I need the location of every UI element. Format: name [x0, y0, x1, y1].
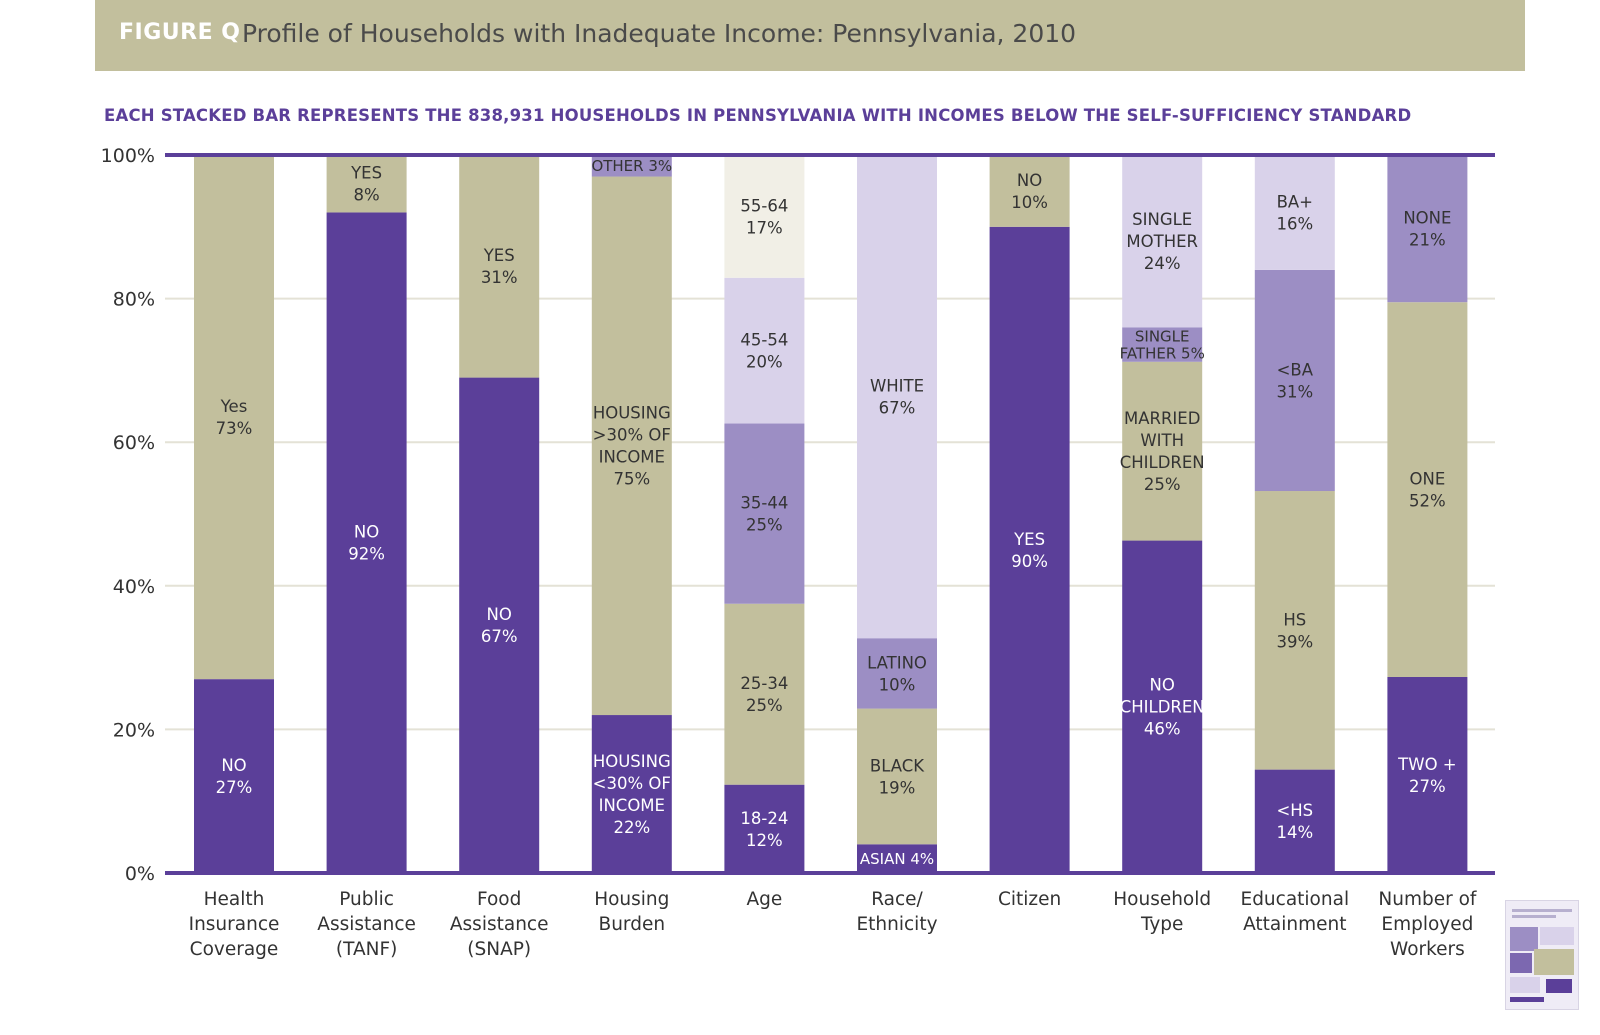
bar-2-segment-1: [459, 155, 540, 378]
bar-1: NO 92% YES 8%: [326, 155, 407, 873]
x-tick-label-9: Number of Employed Workers: [1378, 889, 1477, 960]
bar-9: TWO +27% ONE 52% NONE 21%: [1387, 155, 1468, 873]
bar-5-segment-0: [857, 844, 937, 873]
bar-7-segment-1-label: MARRIED WITH CHILDREN 25%: [1120, 409, 1205, 494]
y-tick-label-20: 20%: [113, 719, 155, 741]
x-tick-label-6: Citizen: [998, 889, 1061, 910]
bar-2-segment-0-label: NO 67%: [481, 605, 518, 646]
bar-7-segment-3: [1122, 155, 1203, 328]
bar-5-segment-1: [857, 708, 937, 845]
y-tick-label-60: 60%: [113, 432, 155, 454]
bar-8-segment-2: [1254, 269, 1335, 492]
y-tick-label-40: 40%: [113, 576, 155, 598]
figure-header: FIGURE Q Profile of Households with Inad…: [95, 0, 1525, 71]
bar-1-segment-0-label: NO 92%: [348, 523, 385, 564]
bar-9-segment-0-label: TWO +27%: [1397, 755, 1456, 796]
bar-4-segment-0-label: 18-24 12%: [740, 809, 788, 850]
bar-0: NO 27% Yes 73%: [194, 155, 274, 873]
bar-2-segment-0: [459, 377, 540, 873]
bar-4-segment-3: [724, 277, 805, 424]
bar-7: NO CHILDREN 46% MARRIED WITH CHILDREN 25% SINGL…: [1120, 155, 1205, 873]
bar-7-segment-0-label: NO CHILDREN 46%: [1120, 676, 1205, 739]
bar-8-segment-0-label: <HS 14%: [1276, 801, 1313, 842]
bar-5-segment-3-label: WHITE 67%: [870, 377, 924, 418]
bar-8-segment-1: [1254, 491, 1335, 770]
y-tick-label-100: 100%: [101, 145, 155, 167]
bar-0-segment-1: [194, 155, 274, 680]
bar-5-segment-2: [857, 638, 937, 709]
bar-9-segment-1-label: ONE 52%: [1409, 470, 1446, 511]
axis-lines: [165, 153, 1495, 875]
bar-4-segment-3-label: 45-54 20%: [740, 331, 788, 372]
bar-4-segment-4: [724, 155, 805, 278]
y-tick-label-0: 0%: [125, 863, 155, 885]
bar-8-segment-0: [1254, 769, 1335, 873]
bar-0-segment-0: [194, 679, 274, 873]
figure-label: FIGURE Q: [119, 20, 241, 45]
bar-1-segment-1-label: YES 8%: [350, 164, 382, 205]
report-cover-thumbnail: [1505, 900, 1579, 1010]
bar-8-segment-1-label: HS 39%: [1276, 610, 1313, 651]
bar-7-segment-3-label: SINGLE MOTHER 24%: [1126, 210, 1198, 273]
bar-9-segment-1: [1387, 302, 1468, 677]
bar-4-segment-0: [724, 784, 805, 873]
x-axis-labels: Health Insurance Coverage Public Assistance(…: [189, 889, 1477, 960]
bar-4: 18-24 12% 25-34 25% 35-44 25% 45-54 20% 55-64 17%: [724, 155, 805, 873]
x-tick-label-4: Age: [747, 889, 783, 910]
bar-6-segment-0-label: YES 90%: [1011, 530, 1048, 571]
bar-0-segment-1-label: Yes 73%: [216, 397, 253, 438]
bar-7-segment-2: [1122, 327, 1203, 362]
x-tick-label-0: Health Insurance Coverage: [189, 889, 280, 960]
bar-6-segment-1-label: NO 10%: [1011, 171, 1048, 212]
bar-8-segment-3-label: BA+ 16%: [1276, 192, 1313, 233]
bar-4-segment-1-label: 25-34 25%: [740, 674, 788, 715]
bar-2-segment-1-label: YES 31%: [481, 246, 518, 287]
bar-3-segment-2: [591, 155, 672, 177]
bar-7-segment-0: [1122, 540, 1203, 873]
bar-7-segment-2-label: SINGLE FATHER 5%: [1120, 327, 1205, 362]
bar-3-segment-1-label: HOUSING >30% OF INCOME 75%: [593, 404, 671, 489]
x-tick-label-5: Race/Ethnicity: [856, 889, 937, 935]
bar-6: YES 90% NO 10%: [989, 155, 1070, 874]
bar-5-segment-3: [857, 155, 937, 639]
x-tick-label-1: Public Assistance (TANF): [317, 889, 416, 960]
x-tick-label-2: Food Assistance (SNAP): [450, 889, 549, 960]
bar-4-segment-2-label: 35-44 25%: [740, 494, 788, 535]
x-tick-label-7: Household Type: [1113, 889, 1211, 935]
bar-4-segment-4-label: 55-64 17%: [740, 196, 788, 237]
bar-6-segment-0: [989, 226, 1070, 874]
bar-3-segment-2-label: OTHER 3%: [591, 157, 672, 175]
bar-9-segment-0: [1387, 676, 1468, 873]
bar-8-segment-3: [1254, 155, 1335, 270]
y-tick-label-80: 80%: [113, 289, 155, 311]
figure-title: Profile of Households with Inadequate In…: [242, 19, 1077, 48]
bar-3-segment-0-label: HOUSING <30% OF INCOME 22%: [593, 752, 671, 837]
bars: NO 27% Yes 73% NO 92% YES 8% NO 67% YES 31% HOUSING <…: [194, 155, 1468, 874]
bar-8: <HS 14% HS 39% <BA 31% BA+ 16%: [1254, 155, 1335, 873]
bar-0-segment-0-label: NO 27%: [216, 756, 253, 797]
bar-2: NO 67% YES 31%: [459, 155, 540, 873]
x-tick-label-3: Housing Burden: [594, 889, 669, 935]
bar-5: ASIAN 4% BLACK 19% LATINO 10% WHITE 67%: [857, 155, 937, 873]
bar-4-segment-2: [724, 423, 805, 604]
bar-3-segment-1: [591, 176, 672, 716]
bar-5-segment-1-label: BLACK 19%: [870, 756, 925, 797]
bar-5-segment-2-label: LATINO 10%: [867, 653, 927, 694]
bar-3-segment-0: [591, 715, 672, 873]
x-tick-label-8: Educational Attainment: [1241, 889, 1350, 935]
bar-5-segment-0-label: ASIAN 4%: [860, 850, 934, 868]
bar-7-segment-1: [1122, 361, 1203, 541]
bar-4-segment-1: [724, 603, 805, 785]
bar-1-segment-0: [326, 212, 407, 873]
bar-1-segment-1: [326, 155, 407, 213]
bar-3: HOUSING <30% OF INCOME 22% HOUSING >30% OF INC…: [591, 155, 672, 873]
bar-9-segment-2: [1387, 155, 1468, 303]
chart-subtitle: EACH STACKED BAR REPRESENTS THE 838,931 …: [104, 106, 1412, 125]
bar-6-segment-1: [989, 155, 1070, 227]
y-axis-ticks: 0% 20% 40% 60% 80% 100%: [101, 145, 155, 885]
bar-8-segment-2-label: <BA 31%: [1276, 360, 1313, 401]
bar-9-segment-2-label: NONE 21%: [1403, 209, 1451, 250]
